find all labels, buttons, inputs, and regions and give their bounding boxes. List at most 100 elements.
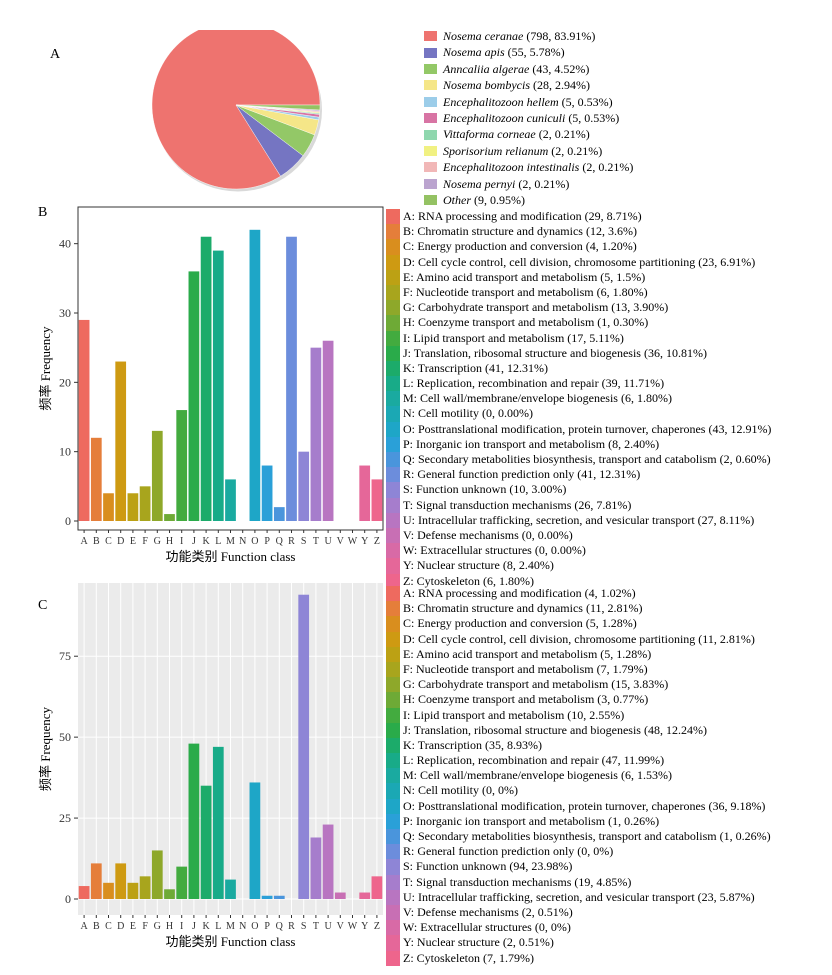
legend-count: (28, 2.94%) (530, 78, 590, 93)
bar-a (78, 319, 90, 521)
x-tick-label: A (80, 921, 88, 932)
legend-label: D: Cell cycle control, cell division, ch… (403, 254, 756, 269)
x-tick-label: P (264, 536, 270, 547)
pie-legend-item: Nosema ceranae (798, 83.91%) (424, 28, 633, 44)
legend-item: A: RNA processing and modification (4, 1… (386, 586, 771, 602)
bar-b (90, 437, 102, 521)
legend-swatch (386, 269, 400, 285)
legend-label: A: RNA processing and modification (4, 1… (403, 586, 636, 600)
x-tick-label: R (288, 921, 295, 932)
bar-y (359, 892, 371, 899)
legend-item: G: Carbohydrate transport and metabolism… (386, 300, 771, 316)
x-tick-label: J (192, 921, 196, 932)
pie-legend-item: Anncaliia algerae (43, 4.52%) (424, 61, 633, 77)
legend-label: V: Defense mechanisms (2, 0.51%) (403, 904, 573, 919)
legend-item: O: Posttranslational modification, prote… (386, 421, 771, 437)
bar-j (188, 271, 200, 521)
x-tick-label: E (130, 921, 136, 932)
x-tick-label: H (166, 921, 173, 932)
legend-swatch (386, 360, 400, 377)
x-tick-label: R (288, 536, 295, 547)
legend-label: M: Cell wall/membrane/envelope biogenesi… (403, 391, 672, 406)
legend-label: W: Extracellular structures (0, 0%) (403, 920, 571, 935)
bar-k (200, 236, 212, 521)
legend-label: Z: Cytoskeleton (7, 1.79%) (403, 950, 534, 965)
legend-swatch (386, 707, 400, 723)
pie-legend-item: Encephalitozoon hellem (5, 0.53%) (424, 94, 633, 110)
legend-species: Nosema apis (443, 45, 505, 60)
legend-swatch (386, 950, 400, 966)
bar-i (176, 410, 188, 521)
x-tick-label: G (154, 536, 161, 547)
legend-swatch (386, 859, 400, 875)
x-tick-label: U (324, 921, 332, 932)
pie-legend-item: Nosema pernyi (2, 0.21%) (424, 176, 633, 192)
legend-swatch (386, 601, 400, 617)
panel-label-a: A (50, 47, 61, 62)
bar-d (115, 361, 127, 521)
bar-h (164, 514, 175, 521)
legend-item: Y: Nuclear structure (8, 2.40%) (386, 558, 771, 574)
legend-item: T: Signal transduction mechanisms (26, 7… (386, 497, 771, 513)
legend-count: (2, 0.21%) (548, 143, 603, 158)
legend-swatch (386, 692, 400, 708)
legend-label: R: General function prediction only (41,… (403, 467, 641, 482)
legend-label: J: Translation, ribosomal structure and … (403, 345, 707, 360)
x-tick-label: A (80, 536, 88, 547)
legend-swatch (386, 874, 400, 890)
x-tick-label: V (337, 921, 345, 932)
legend-swatch (386, 798, 400, 814)
legend-swatch (424, 96, 437, 107)
legend-item: Q: Secondary metabolities biosynthesis, … (386, 452, 771, 468)
legend-swatch (386, 224, 400, 240)
pie-chart (151, 30, 322, 192)
legend-swatch (386, 376, 400, 392)
pie-legend-item: Vittaforma corneae (2, 0.21%) (424, 126, 633, 142)
legend-label: A: RNA processing and modification (29, … (403, 209, 642, 223)
x-tick-label: I (180, 536, 183, 547)
legend-swatch (424, 47, 437, 58)
legend-swatch (386, 558, 400, 574)
legend-count: (9, 0.95%) (471, 193, 525, 208)
legend-item: A: RNA processing and modification (29, … (386, 209, 771, 225)
legend-item: D: Cell cycle control, cell division, ch… (386, 631, 771, 647)
legend-label: N: Cell motility (0, 0.00%) (403, 406, 533, 421)
legend-swatch (386, 330, 400, 346)
legend-label: O: Posttranslational modification, prote… (403, 798, 766, 813)
legend-item: L: Replication, recombination and repair… (386, 376, 771, 392)
legend-swatch (386, 844, 400, 860)
legend-label: T: Signal transduction mechanisms (26, 7… (403, 497, 632, 512)
bar-u (322, 340, 334, 521)
legend-species: Anncaliia algerae (443, 61, 530, 76)
legend-label: P: Inorganic ion transport and metabolis… (403, 813, 660, 828)
legend-species: Sporisorium relianum (443, 143, 549, 158)
legend-item: I: Lipid transport and metabolism (10, 2… (386, 707, 771, 723)
legend-item: Q: Secondary metabolities biosynthesis, … (386, 829, 771, 845)
x-tick-label: O (251, 536, 258, 547)
legend-item: I: Lipid transport and metabolism (17, 5… (386, 330, 771, 346)
legend-item: F: Nucleotide transport and metabolism (… (386, 284, 771, 301)
panel-label-c: C (38, 598, 48, 613)
legend-b: A: RNA processing and modification (29, … (386, 209, 771, 589)
bar-q (273, 507, 285, 521)
legend-label: R: General function prediction only (0, … (403, 844, 614, 859)
legend-item: B: Chromatin structure and dynamics (12,… (386, 224, 771, 240)
bar-f (139, 486, 151, 521)
legend-count: (798, 83.91%) (523, 29, 596, 43)
legend-item: N: Cell motility (0, 0.00%) (386, 406, 771, 422)
x-tick-label: Y (361, 921, 368, 932)
x-tick-label: Q (276, 921, 284, 932)
legend-item: D: Cell cycle control, cell division, ch… (386, 254, 771, 270)
legend-species: Encephalitozoon hellem (443, 94, 559, 109)
legend-item: Y: Nuclear structure (2, 0.51%) (386, 935, 771, 951)
bar-t (310, 837, 322, 899)
y-axis-label: 频率 Frequency (38, 326, 53, 411)
bar-k (200, 785, 212, 899)
y-tick-label: 40 (59, 237, 71, 251)
legend-swatch (386, 391, 400, 407)
legend-label: H: Coenzyme transport and metabolism (3,… (403, 692, 649, 707)
legend-swatch (424, 195, 437, 206)
legend-swatch (386, 768, 400, 784)
legend-label: E: Amino acid transport and metabolism (… (403, 269, 646, 284)
y-tick-label: 20 (59, 375, 71, 389)
